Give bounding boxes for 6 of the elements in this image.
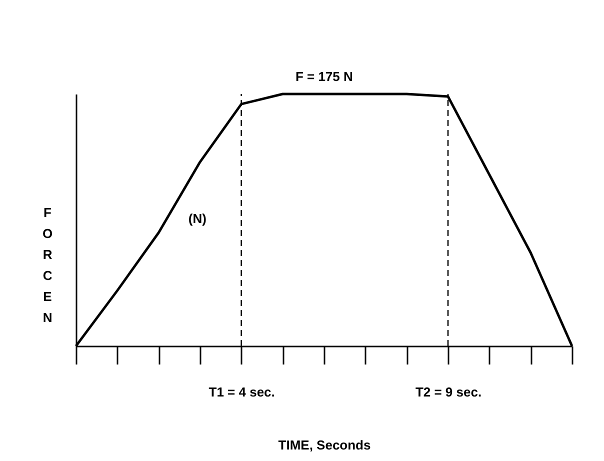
x-tick-label: T1 = 4 sec. <box>208 384 275 400</box>
y-axis-title: FORCE N <box>42 204 53 325</box>
x-axis-title: TIME, Seconds <box>278 438 371 452</box>
annotation: F = 175 N <box>295 69 353 84</box>
x-tick-label: T2 = 9 sec. <box>415 384 482 400</box>
annotation: (N) <box>188 211 206 226</box>
